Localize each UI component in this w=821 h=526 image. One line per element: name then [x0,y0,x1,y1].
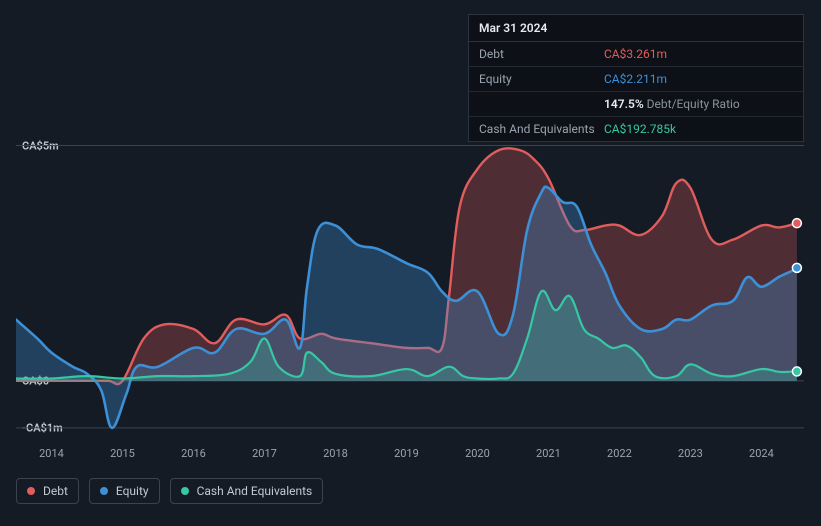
x-axis-label: 2019 [394,447,419,460]
tooltip-row: DebtCA$3.261m [469,42,803,67]
legend-label: Cash And Equivalents [197,484,313,498]
x-axis-label: 2021 [536,447,561,460]
tooltip-row-value: CA$3.261m [604,47,667,61]
legend-item-debt[interactable]: Debt [16,478,79,504]
tooltip-date: Mar 31 2024 [469,15,803,42]
tooltip-row: 147.5% Debt/Equity Ratio [469,92,803,117]
chart-svg [16,122,804,442]
x-axis-label: 2014 [39,447,64,460]
x-axis-label: 2022 [607,447,632,460]
legend-item-equity[interactable]: Equity [89,478,160,504]
x-axis-label: 2023 [678,447,703,460]
legend-label: Debt [43,484,68,498]
debt-color-dot [27,487,35,495]
tooltip-row: EquityCA$2.211m [469,67,803,92]
x-axis: 2014 2015 2016 2017 2018 2019 2020 2021 2022 2023… [16,447,804,467]
financial-chart: Mar 31 2024 DebtCA$3.261mEquityCA$2.211m… [0,0,821,526]
chart-legend: Debt Equity Cash And Equivalents [16,478,323,504]
legend-item-cash[interactable]: Cash And Equivalents [170,478,324,504]
plot-area[interactable] [16,122,804,442]
x-axis-label: 2024 [749,447,774,460]
x-axis-label: 2018 [323,447,348,460]
tooltip-row-value: CA$2.211m [604,72,667,86]
x-axis-label: 2016 [181,447,206,460]
legend-label: Equity [116,484,149,498]
equity-color-dot [100,487,108,495]
x-axis-label: 2015 [110,447,135,460]
tooltip-row-label [479,97,604,111]
x-axis-label: 2017 [252,447,277,460]
tooltip-row-value: 147.5% Debt/Equity Ratio [604,97,740,111]
tooltip-row-label: Debt [479,47,604,61]
x-axis-label: 2020 [465,447,490,460]
tooltip-row-label: Equity [479,72,604,86]
cash-color-dot [181,487,189,495]
